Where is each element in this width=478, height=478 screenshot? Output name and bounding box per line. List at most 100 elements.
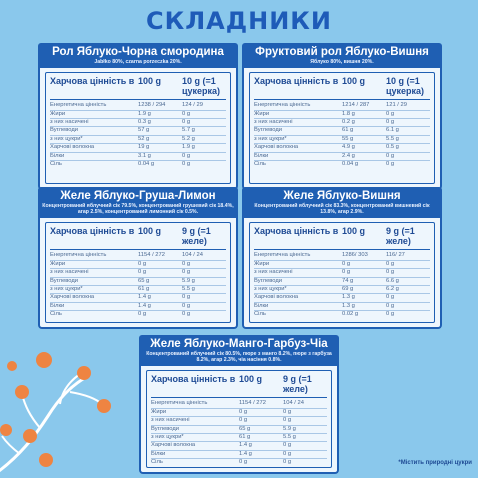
nutrient-name: Жири <box>50 260 66 267</box>
nutrient-name: з них насичені <box>50 269 89 276</box>
value-100g: 65 g <box>138 277 150 284</box>
value-portion: 5.2 g <box>182 135 195 142</box>
value-portion: 1.9 g <box>182 144 195 151</box>
nutrient-name: Харчові волокна <box>50 144 95 151</box>
value-portion: 0 g <box>182 302 191 309</box>
table-header: Харчова цінність в 100 g 9 g (=1 желе) <box>50 226 226 251</box>
nutrient-name: Вуглеводи <box>50 127 79 134</box>
table-row: з них цукри* 61 g 5.5 g <box>151 434 327 443</box>
table-row: Енергетична цінність 1238 / 294 124 / 29 <box>50 102 226 111</box>
value-100g: 61 g <box>342 127 354 134</box>
nutrient-name: з них насичені <box>151 417 190 424</box>
table-row: Вуглеводи 57 g 5.7 g <box>50 127 226 136</box>
table-row: з них цукри* 61 g 5.5 g <box>50 286 226 295</box>
nutrient-name: Енергетична цінність <box>151 400 208 407</box>
value-portion: 5.9 g <box>283 425 296 432</box>
nutrient-name: з них цукри* <box>50 135 83 142</box>
value-100g: 3.1 g <box>138 152 151 159</box>
nutrition-table: Харчова цінність в 100 g 9 g (=1 желе) Е… <box>45 222 231 324</box>
card-subtitle: Концентрований яблучний сік 79.5%, конце… <box>42 203 234 216</box>
value-100g: 2.4 g <box>342 152 355 159</box>
nutrient-name: Енергетична цінність <box>50 102 107 109</box>
value-portion: 0.5 g <box>386 144 399 151</box>
table-row: Вуглеводи 61 g 6.1 g <box>254 127 430 136</box>
value-100g: 1238 / 294 <box>138 102 166 109</box>
value-100g: 1.4 g <box>138 302 151 309</box>
card-title: Желе Яблуко-Вишня <box>283 190 401 202</box>
value-portion: 0 g <box>386 260 395 267</box>
value-100g: 0 g <box>239 408 248 415</box>
nutrient-name: Жири <box>254 260 270 267</box>
nutrition-table: Харчова цінність в 100 g 9 g (=1 желе) Е… <box>146 370 332 469</box>
nutrient-name: з них цукри* <box>254 135 287 142</box>
table-row: з них цукри* 52 g 5.2 g <box>50 135 226 145</box>
value-portion: 0 g <box>283 450 292 457</box>
header-col-portion: 9 g (=1 желе) <box>182 226 211 247</box>
table-row: Жири 0 g 0 g <box>50 260 226 270</box>
value-100g: 1.8 g <box>342 110 355 117</box>
value-100g: 1286/ 303 <box>342 252 368 259</box>
value-100g: 0 g <box>239 459 248 466</box>
header-col-100g: 100 g <box>239 374 263 385</box>
nutrient-name: з них насичені <box>50 119 89 126</box>
value-portion: 0 g <box>283 442 292 449</box>
nutrition-card-jelly-apple-cherry: Желе Яблуко-Вишня Концентрований яблучни… <box>242 187 442 330</box>
table-row: Харчові волокна 1.3 g 0 g <box>254 294 430 303</box>
value-100g: 1.3 g <box>342 302 355 309</box>
header-label: Харчова цінність в <box>50 226 135 237</box>
card-title: Фруктовий рол Яблуко-Вишня <box>255 46 429 58</box>
table-row: Харчові волокна 1.4 g 0 g <box>50 294 226 303</box>
value-portion: 6.6 g <box>386 277 399 284</box>
value-100g: 0.02 g <box>342 311 359 318</box>
table-header: Харчова цінність в 100 g 9 g (=1 желе) <box>254 226 430 251</box>
nutrition-card-jelly-apple-pear-lemon: Желе Яблуко-Груша-Лимон Концентрований я… <box>38 187 238 330</box>
nutrition-card-roll-apple-blackcurrant: Рол Яблуко-Чорна смородина Jabłko 80%, c… <box>38 43 238 191</box>
value-100g: 0.04 g <box>342 161 359 168</box>
nutrient-name: Сіль <box>254 161 266 168</box>
nutrient-name: Білки <box>151 450 166 457</box>
table-row: Білки 1.4 g 0 g <box>50 302 226 312</box>
value-portion: 0 g <box>182 294 191 301</box>
card-subtitle: Jabłko 80%, czarna porzeczka 20%. <box>94 59 182 65</box>
nutrient-name: Жири <box>151 408 167 415</box>
card-subtitle: Концентрований яблучний сік 80.5%, пюре … <box>146 351 332 364</box>
nutrient-name: з них насичені <box>254 119 293 126</box>
value-portion: 0 g <box>182 161 191 168</box>
value-portion: 0 g <box>386 294 395 301</box>
header-label: Харчова цінність в <box>50 76 135 87</box>
nutrient-name: з них цукри* <box>50 286 83 293</box>
nutrient-name: Харчові волокна <box>254 144 299 151</box>
table-row: Сіль 0.04 g 0 g <box>254 161 430 168</box>
header-col-100g: 100 g <box>342 226 366 237</box>
table-row: Жири 0 g 0 g <box>151 408 327 418</box>
value-100g: 1154 / 272 <box>138 252 165 259</box>
card-subtitle: Яблуко 80%, вишня 20%. <box>310 59 374 65</box>
nutrition-table: Харчова цінність в 100 g 10 g (=1 цукерк… <box>249 72 435 185</box>
nutrient-name: з них цукри* <box>151 434 184 441</box>
value-100g: 0 g <box>239 417 248 424</box>
header-label: Харчова цінність в <box>254 226 339 237</box>
value-100g: 1154 / 272 <box>239 400 266 407</box>
table-row: з них насичені 0.2 g 0 g <box>254 119 430 128</box>
header-col-100g: 100 g <box>342 76 366 87</box>
value-portion: 6.2 g <box>386 286 399 293</box>
nutrient-name: з них цукри* <box>254 286 287 293</box>
header-col-100g: 100 g <box>138 226 162 237</box>
value-portion: 0 g <box>182 119 191 126</box>
nutrient-name: Білки <box>254 302 269 309</box>
table-row: Харчові волокна 1.4 g 0 g <box>151 442 327 451</box>
table-row: Сіль 0 g 0 g <box>151 459 327 466</box>
value-100g: 52 g <box>138 135 150 142</box>
nutrition-card-roll-apple-cherry: Фруктовий рол Яблуко-Вишня Яблуко 80%, в… <box>242 43 442 191</box>
table-row: з них цукри* 55 g 5.5 g <box>254 135 430 145</box>
table-row: Енергетична цінність 1286/ 303 116/ 27 <box>254 252 430 261</box>
value-portion: 0 g <box>386 110 395 117</box>
header-col-portion: 9 g (=1 желе) <box>283 374 312 395</box>
nutrient-name: Сіль <box>50 311 62 318</box>
table-row: Вуглеводи 74 g 6.6 g <box>254 277 430 287</box>
nutrition-card-jelly-apple-mango-pumpkin-chia: Желе Яблуко-Манго-Гарбуз-Чіа Концентрова… <box>139 335 339 475</box>
value-portion: 0 g <box>386 161 395 168</box>
value-portion: 6.1 g <box>386 127 399 134</box>
nutrient-name: Білки <box>50 152 65 159</box>
value-100g: 55 g <box>342 135 354 142</box>
